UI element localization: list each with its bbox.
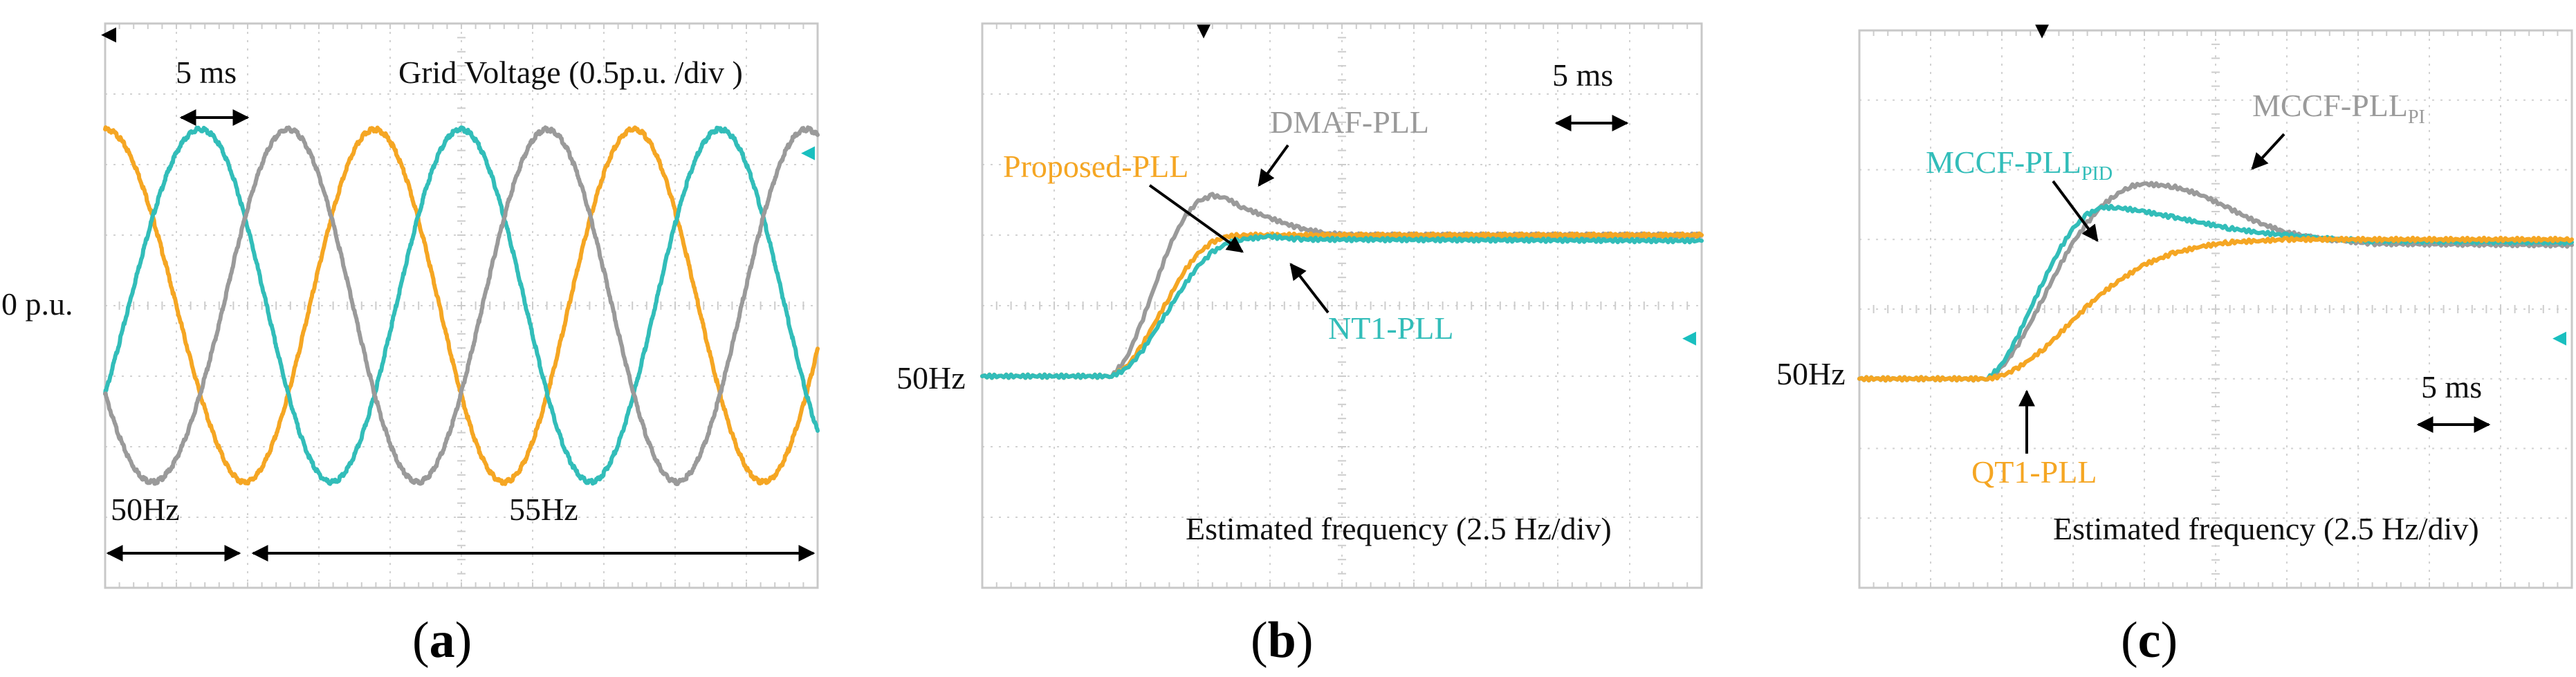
- series-label-mccf-pll-pid: MCCF-PLLPID: [1926, 145, 2113, 185]
- panel-b-frame: [981, 22, 1703, 589]
- panel-a-caption-letter: a: [430, 612, 455, 669]
- series-label-mccf-pll-pi: MCCF-PLLPI: [2252, 88, 2425, 128]
- trace-phase-c: [103, 125, 820, 486]
- trigger-left-marker-icon: ◂: [101, 15, 116, 50]
- arrow-mccf-pll-pi: [2251, 133, 2285, 170]
- channel-marker-icon: ◂: [2552, 321, 2566, 353]
- channel-marker-icon: ◂: [801, 136, 815, 167]
- panel-a-time-scale: 5 ms: [176, 55, 237, 90]
- panel-c: ▾ ◂ MCCF-PLLPI MCCF-PLLPID 5 ms QT1-PLL …: [1776, 14, 2574, 669]
- trigger-top-marker-icon: ▾: [2035, 14, 2049, 46]
- arrow-nt1-pll: [1289, 263, 1330, 314]
- channel-marker-icon: ◂: [1682, 321, 1696, 353]
- panel-a-title: Grid Voltage (0.5p.u. /div ): [398, 55, 743, 90]
- panel-c-traces: [1857, 180, 2574, 383]
- panel-b: ▾ ◂ 5 ms DMAF-PLL Proposed-PLL NT1-PLL 5…: [896, 14, 1704, 669]
- trace-qt1-pll: [1857, 235, 2574, 383]
- panel-b-caption: (b): [1251, 612, 1313, 669]
- series-label-mccf-pll-pi-main: MCCF-PLL: [2252, 88, 2408, 123]
- panel-b-base-label: 50Hz: [896, 360, 966, 396]
- panel-c-title: Estimated frequency (2.5 Hz/div): [2053, 511, 2479, 546]
- series-label-qt1-pll: QT1-PLL: [1971, 454, 2097, 490]
- series-label-proposed-pll: Proposed-PLL: [1003, 149, 1188, 184]
- panel-a-seg2-label: 55Hz: [509, 492, 578, 527]
- series-label-mccf-pll-pi-sub: PI: [2408, 106, 2425, 128]
- panel-c-time-scale: 5 ms: [2421, 369, 2482, 405]
- panel-a-seg1-label: 50Hz: [111, 492, 180, 527]
- arrow-mccf-pll-pid: [2052, 180, 2099, 242]
- panel-c-base-label: 50Hz: [1776, 356, 1846, 391]
- panel-a-frame: [104, 22, 819, 589]
- panel-a: ◂ ◂ 5 ms Grid Voltage (0.5p.u. /div ) 0 …: [1, 15, 820, 669]
- panel-c-caption-letter: c: [2138, 612, 2161, 669]
- trace-nt1-pll: [980, 233, 1704, 380]
- panel-a-caption: (a): [412, 612, 472, 669]
- panel-b-time-scale: 5 ms: [1552, 57, 1613, 93]
- panel-b-title: Estimated frequency (2.5 Hz/div): [1186, 511, 1612, 546]
- panel-b-caption-letter: b: [1268, 612, 1296, 669]
- panel-a-traces: [103, 125, 820, 486]
- trace-phase-b: [103, 125, 820, 486]
- series-label-nt1-pll: NT1-PLL: [1328, 310, 1453, 346]
- series-label-mccf-pll-pid-main: MCCF-PLL: [1926, 145, 2081, 180]
- arrow-dmaf-pll: [1258, 144, 1289, 187]
- panel-b-traces: [980, 192, 1704, 380]
- panel-c-caption: (c): [2121, 612, 2178, 669]
- trigger-top-marker-icon: ▾: [1197, 14, 1211, 46]
- panel-c-frame: [1858, 29, 2573, 589]
- arrow-proposed-pll: [1148, 184, 1244, 253]
- series-label-dmaf-pll: DMAF-PLL: [1270, 104, 1429, 140]
- series-label-mccf-pll-pid-sub: PID: [2081, 163, 2113, 185]
- panel-a-zero-label: 0 p.u.: [1, 286, 73, 322]
